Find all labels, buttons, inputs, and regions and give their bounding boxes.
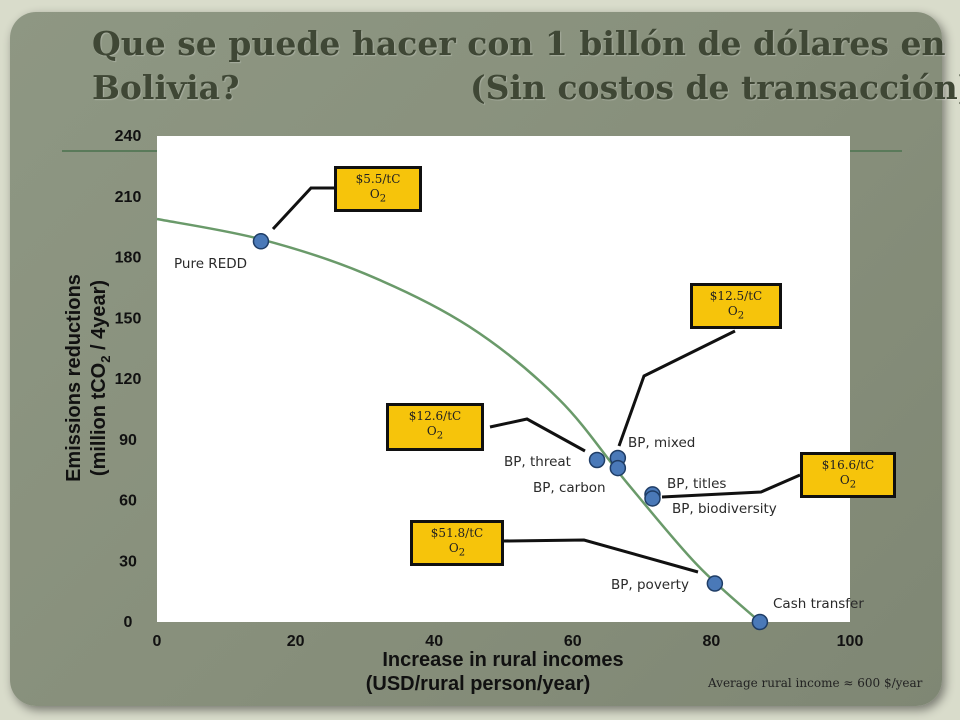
scatter-point — [751, 613, 769, 631]
price-callout-value: $51.8/tC — [430, 526, 484, 540]
point-label: Cash transfer — [773, 596, 864, 612]
scatter-point — [588, 451, 606, 469]
point-label: BP, carbon — [533, 480, 606, 496]
y-tick-label: 210 — [115, 189, 142, 206]
price-callout-value: $12.5/tC — [709, 289, 763, 303]
price-unit-sub: 2 — [849, 479, 857, 491]
y-tick-label: 120 — [115, 371, 142, 388]
price-callout-12-6: $12.6/tC O2 — [386, 403, 484, 451]
y-axis-title-pre: (million tCO — [88, 363, 110, 476]
title-line-1: Que se puede hacer con 1 billón de dólar… — [92, 24, 946, 63]
point-labels: Pure REDD BP, mixed BP, threat BP, carbon BP… — [174, 256, 864, 612]
title-line-2-note: (Sin costos de transacción) — [470, 68, 960, 107]
data-points — [252, 233, 769, 631]
y-axis-title-sub: 2 — [98, 356, 113, 363]
price-unit-o: O — [727, 304, 738, 318]
price-callout-unit: O2 — [693, 304, 779, 323]
y-tick-label: 240 — [115, 128, 142, 145]
y-tick-label: 60 — [119, 493, 137, 510]
price-callout-16-6: $16.6/tC O2 — [800, 452, 896, 498]
y-tick-labels: 0 30 60 90 120 150 180 210 240 — [115, 128, 142, 631]
scatter-point — [706, 575, 724, 592]
price-unit-sub: 2 — [436, 430, 444, 442]
callout-leader-line — [271, 186, 334, 231]
price-unit-sub: 2 — [458, 547, 466, 559]
x-tick-label: 20 — [287, 633, 305, 650]
y-tick-label: 0 — [124, 614, 133, 631]
price-unit-o: O — [369, 187, 380, 201]
title-line-2-country: Bolivia? — [92, 68, 240, 107]
point-label: BP, mixed — [628, 435, 695, 451]
y-axis-title-line-2: (million tCO2 / 4year) — [88, 280, 113, 476]
y-tick-label: 90 — [119, 432, 137, 449]
point-label: BP, poverty — [611, 577, 689, 593]
y-axis-title-post: / 4year) — [88, 280, 110, 356]
callout-leaders — [271, 186, 801, 574]
y-axis-title: Emissions reductions (million tCO2 / 4ye… — [63, 274, 113, 482]
price-callout-value: $12.6/tC — [408, 409, 462, 423]
price-callout-12-5: $12.5/tC O2 — [690, 283, 782, 329]
point-label: BP, biodiversity — [672, 501, 777, 517]
x-tick-label: 40 — [425, 633, 443, 650]
x-tick-labels: 0 20 40 60 80 100 — [153, 633, 864, 650]
x-tick-label: 80 — [703, 633, 721, 650]
callout-leader-line — [617, 329, 736, 447]
y-tick-label: 150 — [115, 310, 142, 327]
price-callout-5-5: $5.5/tC O2 — [334, 166, 422, 212]
x-tick-label: 0 — [153, 633, 162, 650]
point-label: BP, titles — [667, 476, 726, 492]
price-callout-unit: O2 — [389, 424, 481, 443]
frontier-curve — [156, 217, 761, 623]
callout-leader-line — [489, 417, 586, 453]
price-unit-sub: 2 — [379, 193, 387, 205]
price-unit-o: O — [448, 541, 459, 555]
title-line-2: Bolivia? (Sin costos de transacción) — [92, 66, 960, 110]
callout-leader-line — [503, 538, 699, 574]
scatter-point — [609, 459, 627, 477]
price-callout-value: $16.6/tC — [821, 458, 875, 472]
x-axis-title-line-1: Increase in rural incomes — [382, 649, 623, 671]
y-tick-label: 30 — [119, 553, 137, 570]
price-callout-51-8: $51.8/tC O2 — [410, 520, 504, 566]
scatter-point — [252, 233, 270, 250]
x-tick-label: 100 — [837, 633, 864, 650]
price-callout-unit: O2 — [337, 187, 419, 206]
footnote-average-income: Average rural income ≈ 600 $/year — [708, 676, 923, 690]
x-axis-title-line-2: (USD/rural person/year) — [366, 673, 591, 695]
y-tick-label: 180 — [115, 250, 142, 267]
price-unit-sub: 2 — [737, 310, 745, 322]
point-label: Pure REDD — [174, 256, 247, 272]
y-axis-title-line-1: Emissions reductions — [63, 274, 85, 482]
scatter-point — [644, 490, 661, 507]
x-tick-label: 60 — [564, 633, 582, 650]
price-callout-unit: O2 — [803, 473, 893, 492]
price-unit-o: O — [426, 424, 437, 438]
slide-title: Que se puede hacer con 1 billón de dólar… — [92, 22, 960, 110]
price-callout-value: $5.5/tC — [355, 172, 401, 186]
callout-leader-line — [661, 473, 801, 499]
price-unit-o: O — [839, 473, 850, 487]
point-label: BP, threat — [504, 454, 571, 470]
price-callout-unit: O2 — [413, 541, 501, 560]
